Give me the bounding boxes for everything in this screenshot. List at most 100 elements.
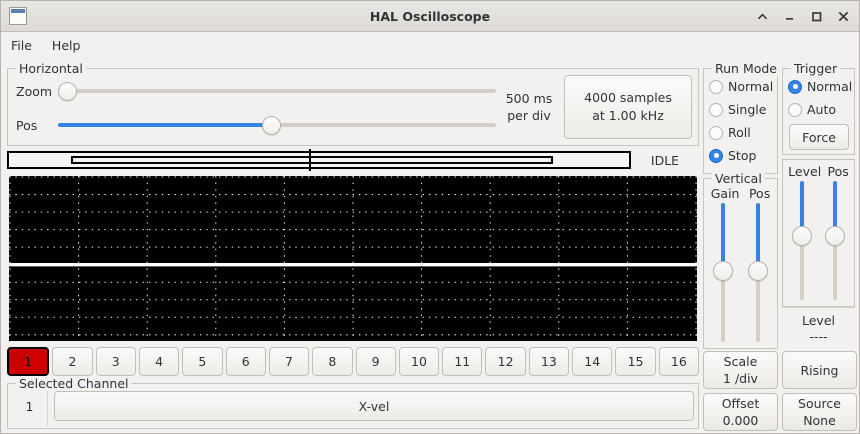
run-mode-single[interactable]: Single	[709, 98, 773, 121]
vertical-offset-button[interactable]: Offset 0.000	[703, 393, 778, 431]
channel-button-row: 1 2 3 4 5 6 7 8 9 10 11 12 13 14 15 16	[1, 343, 701, 379]
position-bar-row: IDLE	[1, 146, 701, 174]
channel-button-12[interactable]: 12	[485, 347, 526, 376]
trigger-source-value: None	[803, 413, 836, 428]
selected-channel-group: Selected Channel 1 X-vel	[7, 376, 699, 429]
samples-button[interactable]: 4000 samples at 1.00 kHz	[564, 75, 692, 139]
horizontal-sliders: Zoom Pos	[8, 69, 496, 145]
trigger-level-handle[interactable]	[791, 226, 812, 247]
radio-icon-run-stop	[709, 148, 723, 163]
channel-button-14[interactable]: 14	[572, 347, 613, 376]
trigger-group-legend: Trigger	[791, 61, 841, 76]
trigger-pos-fill	[833, 181, 838, 234]
run-status-label: IDLE	[650, 152, 680, 168]
window-icon	[9, 7, 27, 25]
zoom-slider[interactable]	[58, 80, 496, 102]
vertical-pos-slider[interactable]	[747, 203, 769, 342]
maximize-button[interactable]	[809, 9, 824, 24]
close-button[interactable]	[836, 9, 851, 24]
channel-button-10[interactable]: 10	[398, 347, 440, 376]
trigger-mode-normal[interactable]: Normal	[788, 75, 852, 98]
vertical-group: Vertical Gain Pos	[703, 171, 778, 349]
hpos-slider-handle[interactable]	[261, 115, 281, 135]
radio-icon-run-normal	[709, 79, 723, 94]
run-mode-roll[interactable]: Roll	[709, 121, 773, 144]
trigger-group: Trigger Normal Auto Force	[782, 61, 855, 155]
minimize-button[interactable]	[782, 9, 797, 24]
menu-item-help[interactable]: Help	[51, 37, 81, 53]
trigger-mode-auto-label: Auto	[807, 102, 837, 117]
channel-button-2[interactable]: 2	[52, 347, 93, 376]
trigger-pos-label: Pos	[827, 164, 849, 179]
position-bar-inner[interactable]	[71, 156, 553, 164]
channel-button-1[interactable]: 1	[7, 347, 50, 376]
vertical-group-legend: Vertical	[712, 171, 765, 186]
trigger-sliders-group: Level Pos	[782, 159, 855, 307]
channel-button-16[interactable]: 16	[658, 347, 699, 376]
vertical-gain-label: Gain	[710, 186, 740, 201]
vertical-scale-value: 1 /div	[723, 371, 758, 386]
shade-button[interactable]	[755, 9, 770, 24]
vertical-sliders	[706, 203, 775, 342]
channel-button-11[interactable]: 11	[442, 347, 483, 376]
trigger-column: Trigger Normal Auto Force Level Pos	[780, 58, 859, 433]
trigger-level-readout-value: ----	[809, 328, 828, 344]
trigger-pos-slider[interactable]	[824, 181, 846, 300]
left-column: Horizontal Zoom Pos	[1, 58, 701, 433]
selected-channel-legend: Selected Channel	[16, 376, 132, 391]
trigger-force-button[interactable]: Force	[789, 124, 849, 150]
scope-display[interactable]	[9, 176, 697, 341]
channel-button-3[interactable]: 3	[95, 347, 136, 376]
timebase-unit: per div	[507, 108, 551, 123]
vertical-scale-button[interactable]: Scale 1 /div	[703, 351, 778, 389]
channel-button-8[interactable]: 8	[312, 347, 353, 376]
trigger-source-button[interactable]: Source None	[782, 393, 857, 431]
run-mode-single-label: Single	[728, 102, 767, 117]
horizontal-position-bar[interactable]	[7, 149, 631, 171]
channel-button-4[interactable]: 4	[138, 347, 180, 376]
vertical-offset-title: Offset	[721, 396, 760, 411]
vertical-gain-slider[interactable]	[712, 203, 734, 342]
channel-button-6[interactable]: 6	[225, 347, 266, 376]
channel-button-15[interactable]: 15	[615, 347, 656, 376]
vertical-gain-handle[interactable]	[713, 261, 734, 282]
trigger-level-readout-title: Level	[802, 312, 835, 328]
run-mode-normal[interactable]: Normal	[709, 75, 773, 98]
radio-icon-trigger-auto	[788, 102, 802, 117]
timebase-value: 500 ms	[505, 91, 553, 106]
trigger-pos-handle[interactable]	[825, 226, 846, 247]
channel-button-13[interactable]: 13	[528, 347, 570, 376]
horizontal-group-legend: Horizontal	[16, 61, 86, 76]
run-mode-stop[interactable]: Stop	[709, 144, 773, 167]
radio-icon-run-roll	[709, 125, 723, 140]
vertical-pos-handle[interactable]	[747, 261, 768, 282]
position-bar-center-tick	[309, 149, 311, 171]
horizontal-group: Horizontal Zoom Pos	[7, 61, 699, 146]
trigger-edge-button[interactable]: Rising	[782, 351, 857, 389]
channel-button-9[interactable]: 9	[355, 347, 396, 376]
radio-icon-run-single	[709, 102, 723, 117]
vertical-scale-title: Scale	[723, 354, 758, 369]
hpos-slider-fill	[58, 123, 269, 127]
channel-button-7[interactable]: 7	[268, 347, 310, 376]
trigger-slider-labels: Level Pos	[785, 164, 852, 181]
channel-button-5[interactable]: 5	[182, 347, 223, 376]
trigger-level-fill	[799, 181, 804, 234]
trigger-mode-auto[interactable]: Auto	[788, 98, 850, 121]
run-vertical-column: Run Mode Normal Single Roll	[701, 58, 780, 433]
timebase-readout: 500 ms per div	[496, 69, 562, 145]
zoom-slider-row: Zoom	[12, 78, 496, 104]
trigger-level-slider[interactable]	[791, 181, 813, 300]
selected-channel-signal-button[interactable]: X-vel	[54, 391, 694, 421]
menu-item-file[interactable]: File	[11, 37, 32, 53]
zoom-slider-handle[interactable]	[58, 81, 77, 101]
menu-bar: File Help	[1, 32, 859, 58]
zoom-label: Zoom	[16, 83, 53, 99]
run-mode-roll-label: Roll	[728, 125, 751, 140]
scope-display-wrapper	[7, 174, 699, 343]
radio-icon-trigger-normal	[788, 79, 802, 94]
hpos-slider[interactable]	[58, 114, 496, 136]
run-mode-stop-label: Stop	[728, 148, 757, 163]
run-mode-normal-label: Normal	[728, 79, 774, 94]
